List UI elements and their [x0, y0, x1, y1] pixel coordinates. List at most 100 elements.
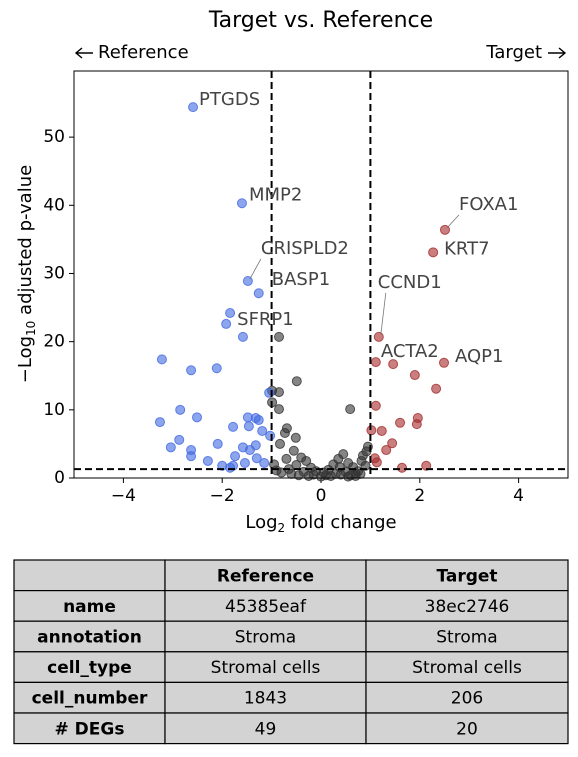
x-label-post: fold change: [285, 512, 396, 533]
right-label: Target: [485, 42, 542, 63]
point: [274, 387, 285, 398]
table-value: 206: [451, 689, 483, 709]
table-cell: [13, 620, 166, 653]
annotation: AQP1: [455, 346, 503, 367]
y-tick-label: 10: [43, 400, 65, 420]
y-label-pre: −Log: [15, 336, 36, 383]
point: [192, 412, 203, 423]
point: [250, 440, 261, 451]
y-tick-label: 30: [43, 263, 65, 283]
point: [188, 102, 199, 113]
table-header: cell_number: [32, 689, 148, 709]
point: [301, 455, 312, 466]
y-axis-label: −Log10 adjusted p-value: [15, 165, 38, 383]
annotation: BASP1: [272, 269, 330, 290]
point: [411, 419, 422, 430]
annotation: KRT7: [444, 238, 489, 259]
point: [225, 462, 236, 473]
y-label-sub: 10: [24, 321, 38, 336]
annotation: PTGDS: [199, 89, 260, 110]
point: [243, 421, 254, 432]
table-header: annotation: [37, 628, 142, 648]
point: [345, 404, 356, 415]
table-cell: [13, 681, 166, 714]
point: [409, 370, 420, 381]
point: [271, 465, 282, 476]
point: [381, 445, 392, 456]
table-cell: [164, 651, 367, 683]
point: [281, 453, 292, 464]
point: [225, 308, 236, 319]
y-tick-label: 40: [43, 195, 65, 215]
table-cell: [164, 712, 367, 745]
point: [343, 471, 354, 482]
table-cell: [13, 559, 166, 592]
point: [334, 462, 345, 473]
chart-title: Target vs. Reference: [208, 8, 433, 33]
point: [165, 442, 176, 453]
point: [395, 417, 406, 428]
x-axis-label: Log2 fold change: [245, 512, 396, 535]
point: [186, 365, 197, 376]
table-value: 20: [456, 719, 478, 739]
point: [325, 470, 336, 481]
point: [274, 438, 285, 449]
point: [397, 462, 408, 473]
point: [439, 357, 450, 368]
table-header: Target: [436, 566, 497, 586]
table-value: 45385eaf: [225, 597, 307, 617]
point: [175, 404, 186, 415]
table-value: Stromal cells: [211, 658, 321, 678]
point: [253, 415, 264, 426]
table-value: Stroma: [235, 628, 296, 648]
point: [257, 425, 268, 436]
point: [211, 363, 222, 374]
point: [228, 421, 239, 432]
leader-line: [446, 214, 460, 229]
point: [154, 417, 165, 428]
point: [338, 449, 349, 460]
point: [356, 455, 367, 466]
point: [212, 438, 223, 449]
point: [290, 432, 301, 443]
point: [259, 458, 270, 469]
left-arrow: [74, 47, 93, 59]
annotation: FOXA1: [459, 194, 518, 215]
point: [242, 275, 253, 286]
point: [303, 470, 314, 481]
x-tick-label: 0: [316, 486, 327, 506]
point: [239, 458, 250, 469]
x-label-pre: Log: [245, 512, 277, 533]
table-cell: [365, 681, 569, 714]
annotation: SFRP1: [237, 309, 294, 330]
point: [236, 198, 247, 209]
table-value: 38ec2746: [425, 597, 510, 617]
point: [421, 460, 432, 471]
table-cell: [365, 651, 569, 683]
point: [237, 331, 248, 342]
point: [371, 457, 382, 468]
point: [388, 359, 399, 370]
annotation: ACTA2: [381, 341, 439, 362]
table-cell: [365, 712, 569, 745]
y-tick-label: 50: [43, 127, 65, 147]
table-value: Stroma: [436, 628, 497, 648]
x-tick-label: −4: [111, 486, 136, 506]
annotation: CCND1: [378, 272, 442, 293]
point: [373, 331, 384, 342]
plot-frame: [73, 70, 569, 479]
point: [288, 445, 299, 456]
y-label-post: adjusted p-value: [15, 165, 36, 321]
annotation: MMP2: [249, 184, 302, 205]
leader-line: [380, 292, 387, 335]
point: [156, 354, 167, 365]
point: [370, 400, 381, 411]
point: [230, 451, 241, 462]
point: [253, 288, 264, 299]
point: [291, 376, 302, 387]
point: [186, 451, 197, 462]
point: [221, 318, 232, 329]
table-header: # DEGs: [55, 719, 125, 739]
